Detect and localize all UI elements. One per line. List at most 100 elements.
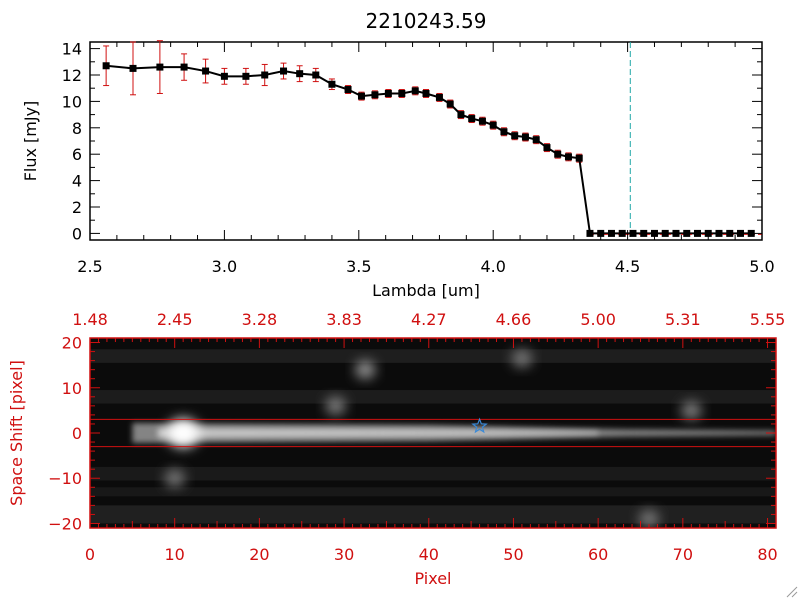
data-point <box>435 93 443 101</box>
image-y-axis-label: Space Shift [pixel] <box>7 360 26 506</box>
x-tick-label: 3.0 <box>212 257 237 276</box>
image-x-axis-label: Pixel <box>414 569 451 588</box>
data-point <box>102 62 110 70</box>
spectrum-image-panel: 0 10 20 30 40 50 60 70 80 1.48 2.45 3.28 3.83 4.27 4.… <box>7 310 785 588</box>
data-point <box>543 144 551 152</box>
y-tick-label: 0 <box>72 224 82 243</box>
data-point <box>521 133 529 141</box>
top-tick-label: 5.00 <box>580 310 616 329</box>
x-tick-label: 70 <box>673 545 693 564</box>
data-point <box>640 229 648 237</box>
data-point <box>597 229 605 237</box>
data-point <box>650 229 658 237</box>
data-point <box>446 100 454 108</box>
y-tick-label: 4 <box>72 172 82 191</box>
x-tick-label: 30 <box>334 545 354 564</box>
source-blob <box>164 469 185 488</box>
data-point <box>500 128 508 136</box>
y-tick-label: 6 <box>72 145 82 164</box>
spectrum-trace-core <box>157 428 599 438</box>
data-point <box>661 229 669 237</box>
data-point <box>575 154 583 162</box>
data-point <box>736 229 744 237</box>
background-band <box>90 487 776 497</box>
top-tick-label: 2.45 <box>157 310 193 329</box>
source-blob <box>325 396 346 415</box>
y-tick-label: 8 <box>72 119 82 138</box>
data-point <box>468 115 476 123</box>
resize-grip-icon[interactable] <box>786 586 798 598</box>
image-plot-area <box>89 337 777 529</box>
background-band <box>90 505 776 524</box>
data-point <box>693 229 701 237</box>
data-point <box>328 80 336 88</box>
data-point <box>489 121 497 129</box>
data-point <box>511 132 519 140</box>
x-tick-label: 3.5 <box>346 257 371 276</box>
data-point <box>478 117 486 125</box>
spectrum-y-axis-label: Flux [mJy] <box>21 101 40 182</box>
data-point <box>715 229 723 237</box>
x-tick-label: 5.0 <box>749 257 774 276</box>
background-band <box>90 390 776 404</box>
spectrum-x-axis-label: Lambda [um] <box>372 281 480 300</box>
x-tick-label: 20 <box>249 545 269 564</box>
data-point <box>422 89 430 97</box>
data-point <box>607 229 615 237</box>
y-tick-label: 10 <box>62 379 82 398</box>
y-tick-label: −10 <box>48 469 82 488</box>
data-point <box>357 92 365 100</box>
source-blob <box>681 401 702 420</box>
data-point <box>564 153 572 161</box>
source-blob <box>511 349 532 368</box>
data-point <box>398 89 406 97</box>
spectrum-panel: 2210243.59 2.5 3.0 3.5 4.0 4.5 5.0 0 2 4 6 8 10 12 1… <box>21 9 775 300</box>
data-point <box>726 229 734 237</box>
data-point <box>384 89 392 97</box>
top-tick-label: 5.55 <box>750 310 786 329</box>
x-tick-label: 40 <box>419 545 439 564</box>
chart-title: 2210243.59 <box>366 9 487 33</box>
data-point <box>220 72 228 80</box>
x-tick-label: 60 <box>588 545 608 564</box>
data-point <box>156 63 164 71</box>
source-blob <box>167 418 200 448</box>
x-tick-label: 2.5 <box>77 257 102 276</box>
y-tick-label: 2 <box>72 198 82 217</box>
data-point <box>312 71 320 79</box>
data-point <box>129 64 137 72</box>
data-point <box>747 229 755 237</box>
y-tick-label: 20 <box>62 334 82 353</box>
data-point <box>704 229 712 237</box>
top-tick-label: 3.83 <box>326 310 362 329</box>
data-point <box>618 229 626 237</box>
data-point <box>672 229 680 237</box>
image-wavelength-ticks: 1.48 2.45 3.28 3.83 4.27 4.66 5.00 5.31 5.55 <box>72 310 785 348</box>
image-content <box>90 338 776 528</box>
background-band <box>90 466 776 481</box>
y-tick-label: −20 <box>48 514 82 533</box>
data-point <box>180 63 188 71</box>
data-point <box>344 86 352 94</box>
spectrum-frame <box>89 41 763 241</box>
top-tick-label: 4.66 <box>496 310 532 329</box>
y-tick-label: 14 <box>62 40 82 59</box>
x-tick-label: 4.5 <box>615 257 640 276</box>
y-tick-label: 10 <box>62 92 82 111</box>
data-point <box>683 229 691 237</box>
data-point <box>261 71 269 79</box>
y-tick-label: 12 <box>62 66 82 85</box>
data-point <box>586 229 594 237</box>
spectrum-x-ticks: 2.5 3.0 3.5 4.0 4.5 5.0 <box>77 42 775 276</box>
data-point <box>280 67 288 75</box>
data-point <box>629 229 637 237</box>
image-y-ticks: −20 −10 0 10 20 <box>48 334 776 533</box>
x-tick-label: 10 <box>165 545 185 564</box>
top-tick-label: 4.27 <box>411 310 447 329</box>
data-point <box>411 87 419 95</box>
background-band <box>90 349 776 363</box>
data-point <box>532 136 540 144</box>
data-point <box>457 111 465 119</box>
data-point <box>242 72 250 80</box>
